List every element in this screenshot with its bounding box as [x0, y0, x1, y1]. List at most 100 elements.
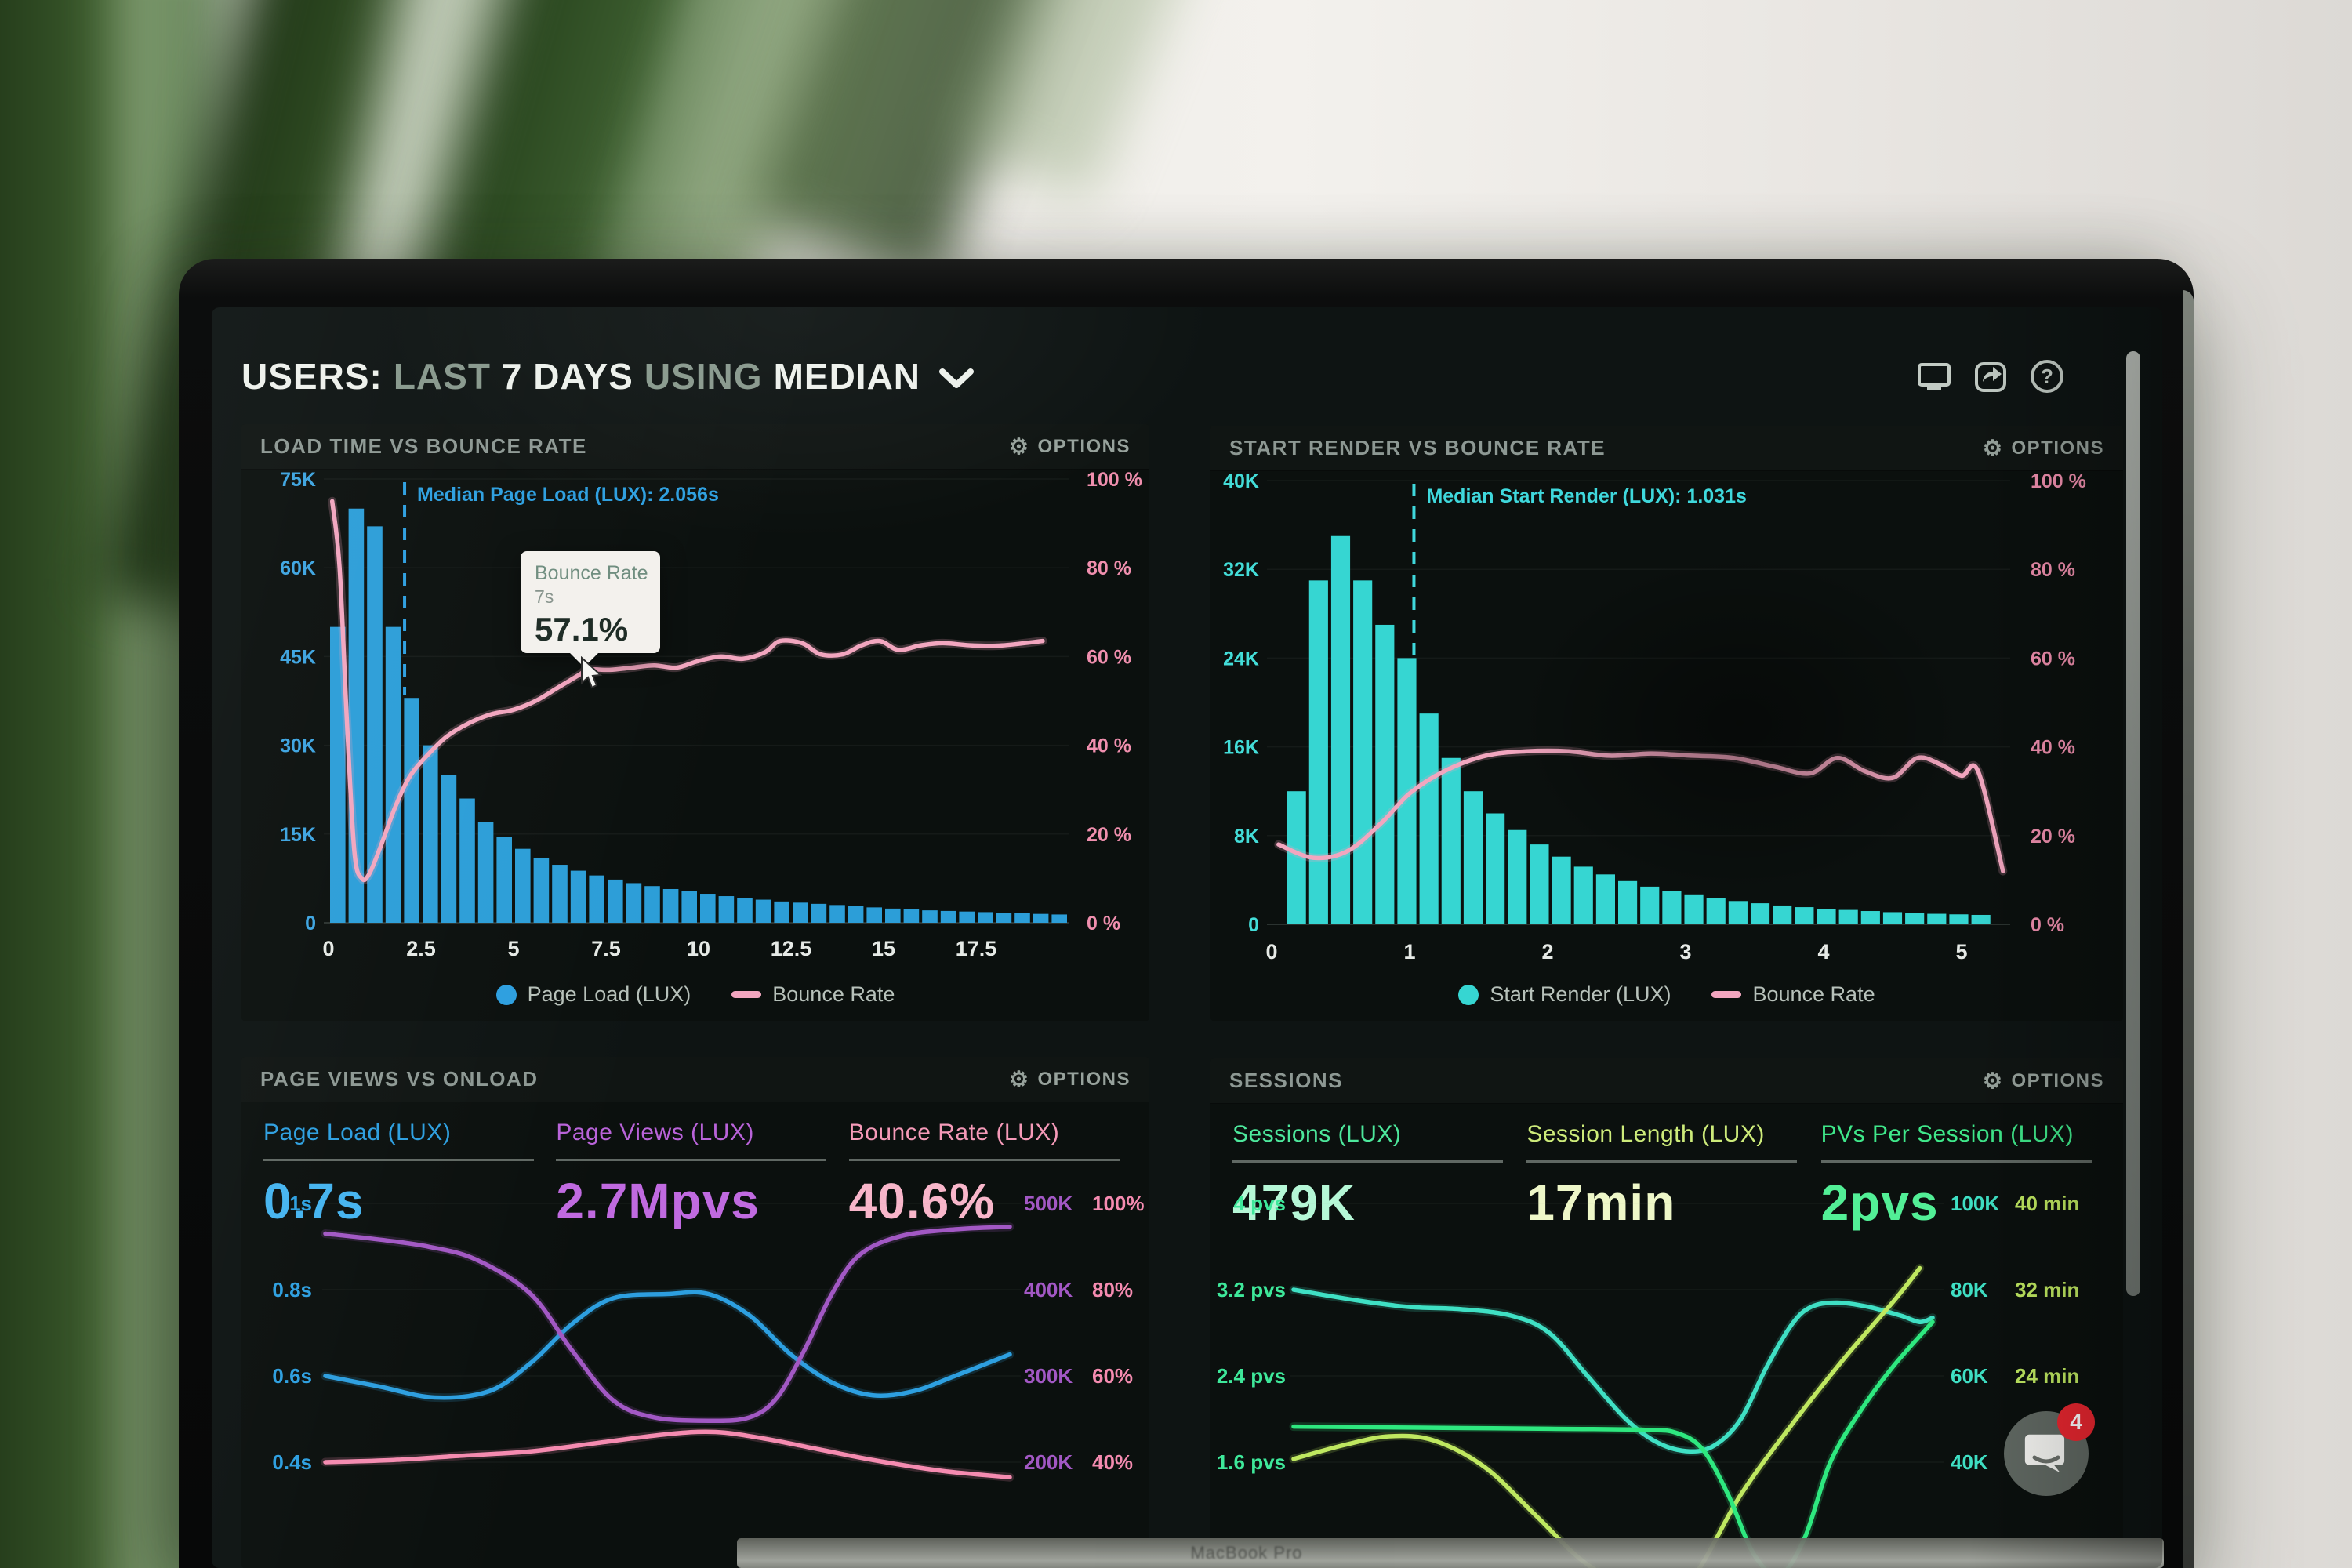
histogram-bar: [1051, 914, 1067, 923]
y-axis-tick-right: 80 %: [1087, 557, 1131, 579]
histogram-bar: [441, 775, 457, 923]
histogram-bar: [940, 910, 956, 923]
bounce-rate-dash-icon: [731, 991, 762, 998]
metric-label: Sessions (LUX): [1232, 1121, 1402, 1147]
histogram-bar: [1308, 580, 1328, 924]
histogram-bar: [793, 902, 808, 923]
options-button[interactable]: ⚙︎ OPTIONS: [1983, 437, 2104, 459]
share-icon[interactable]: [1973, 358, 2009, 394]
metric-label: Page Load (LUX): [263, 1120, 452, 1145]
metric-bounce-rate: Bounce Rate (LUX) 40.6%: [848, 1120, 1142, 1230]
sessions-chart[interactable]: 4 pvs 100K 40 min 3.2 pvs 80K 32 min 2.4 pvs 60…: [1210, 1058, 2123, 1568]
start-render-chart[interactable]: 40K 100 % 32K 80 % 24K 60 % 16K 40 % 8K 20 % 0 0 % 0…: [1210, 426, 2123, 1021]
metric-divider: [263, 1159, 534, 1161]
start-render-dot-icon: [1458, 984, 1479, 1005]
panel-sessions: SESSIONS ⚙︎ OPTIONS Sessions (LUX) 479K …: [1210, 1058, 2123, 1568]
metric-divider: [1526, 1160, 1798, 1163]
tooltip-x-value: 7s: [535, 586, 554, 607]
laptop-edge: [2183, 290, 2194, 1568]
metric-sessions: Sessions (LUX) 479K: [1232, 1121, 1526, 1232]
title-part: MEDIAN: [773, 356, 921, 397]
histogram-bar: [552, 865, 568, 923]
bounce-rate-line-glow: [321, 1427, 1014, 1482]
histogram-bar: [1684, 894, 1704, 924]
options-label: OPTIONS: [2011, 1069, 2104, 1091]
legend-label: Bounce Rate: [772, 982, 895, 1006]
median-label: Median Start Render (LUX): 1.031s: [1426, 485, 1746, 507]
histogram-bar: [385, 626, 401, 923]
histogram-bar: [1640, 886, 1660, 924]
y-axis-tick-right: 80K: [1951, 1278, 1988, 1301]
y-axis-tick-right: 500K: [1024, 1192, 1073, 1215]
histogram-bar: [1949, 914, 1969, 924]
y-axis-tick-right: 60K: [1951, 1364, 1988, 1388]
metric-divider: [1232, 1160, 1503, 1163]
scrollbar-thumb[interactable]: [2126, 351, 2140, 1296]
histogram-bar: [922, 910, 938, 923]
tooltip-value: 57.1%: [535, 611, 629, 648]
metric-divider: [1820, 1160, 2092, 1163]
y-axis-tick-right: 60 %: [2031, 648, 2075, 670]
histogram-bar: [404, 698, 419, 923]
options-label: OPTIONS: [2011, 437, 2104, 459]
users-range-dropdown[interactable]: USERS: LAST 7 DAYS USING MEDIAN: [241, 355, 975, 397]
page-views-onload-chart[interactable]: 1s 500K 100% 0.8s 400K 80% 0.6s 300K 60% 0.4s 200K…: [241, 1057, 1149, 1568]
gear-icon: ⚙︎: [1982, 435, 2004, 460]
histogram-bar: [608, 879, 623, 923]
title-part: USING: [644, 356, 763, 397]
histogram-bar: [1817, 909, 1836, 924]
panel-title: START RENDER VS BOUNCE RATE: [1229, 436, 1606, 459]
histogram-bar: [477, 822, 494, 923]
metric-page-load: Page Load (LUX) 0.7s: [263, 1120, 556, 1230]
options-label: OPTIONS: [1037, 435, 1131, 457]
y-axis-tick-right: 20 %: [1087, 824, 1131, 846]
histogram-bar: [1838, 909, 1858, 924]
options-button[interactable]: ⚙︎ OPTIONS: [1983, 1069, 2104, 1092]
histogram-bar: [1860, 911, 1880, 924]
histogram-bar: [1014, 913, 1030, 923]
histogram-bar: [1773, 905, 1792, 924]
laptop-brand: MacBook Pro: [1190, 1543, 1303, 1563]
x-axis-tick: 15: [872, 937, 895, 960]
notification-badge: 4: [2057, 1403, 2095, 1441]
y-axis-tick-left: 1.6 pvs: [1217, 1450, 1286, 1474]
display-icon[interactable]: [1916, 358, 1952, 394]
gear-icon: ⚙︎: [1008, 1066, 1030, 1091]
x-axis-tick: 0: [1265, 940, 1277, 964]
dashboard-header: USERS: LAST 7 DAYS USING MEDIAN: [241, 345, 2115, 408]
histogram-bar: [755, 899, 771, 923]
histogram-bar: [1353, 580, 1373, 924]
chat-launcher-button[interactable]: 4: [2004, 1403, 2095, 1496]
load-time-chart[interactable]: 75K 100 % 60K 80 % 45K 60 % 30K 40 % 15K 20 % 0 0 %…: [241, 424, 1149, 1021]
metric-value: 2pvs: [1820, 1174, 1939, 1231]
help-icon[interactable]: ?: [2029, 358, 2065, 394]
y-axis-tick-right: 80%: [1092, 1278, 1133, 1301]
options-button[interactable]: ⚙︎ OPTIONS: [1008, 1066, 1131, 1091]
chart-legend: Page Load (LUX) Bounce Rate: [241, 982, 1149, 1007]
options-button[interactable]: ⚙︎ OPTIONS: [1009, 435, 1131, 458]
session-length-lux--line-glow: [1289, 1264, 1925, 1568]
histogram-bar: [1486, 813, 1505, 924]
histogram-bar: [996, 913, 1012, 923]
histogram-bar: [570, 870, 586, 923]
bounce-rate-line-glow: [328, 496, 1047, 884]
y-axis-tick-left: 3.2 pvs: [1217, 1278, 1286, 1301]
metric-value: 0.7s: [263, 1173, 365, 1229]
x-axis-tick: 2: [1541, 940, 1553, 964]
metric-label: Session Length (LUX): [1526, 1121, 1765, 1147]
histogram-bar: [1463, 791, 1483, 924]
x-axis-tick: 2.5: [406, 937, 436, 960]
histogram-bar: [1905, 913, 1925, 924]
metric-divider: [556, 1159, 827, 1161]
histogram-bar: [885, 908, 901, 923]
histogram-bar: [515, 848, 531, 923]
x-axis-tick: 12.5: [771, 937, 812, 960]
y-axis-tick-left: 2.4 pvs: [1217, 1364, 1286, 1388]
histogram-bar: [829, 905, 845, 923]
histogram-bar: [978, 912, 993, 923]
y-axis-tick-left: 4 pvs: [1234, 1192, 1287, 1215]
panel-header: PAGE VIEWS VS ONLOAD ⚙︎ OPTIONS: [241, 1057, 1149, 1102]
x-axis-tick: 17.5: [956, 937, 997, 960]
legend-label: Page Load (LUX): [527, 982, 691, 1006]
histogram-bar: [811, 903, 827, 923]
